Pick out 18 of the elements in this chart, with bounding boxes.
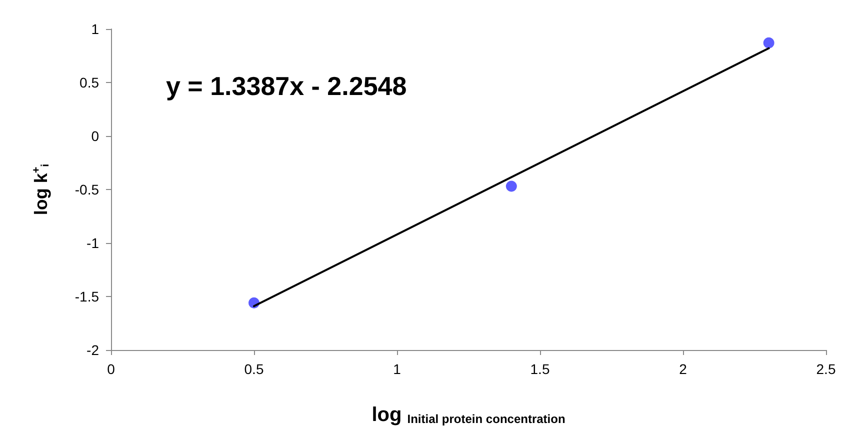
- x-tick-label: 1.5: [530, 361, 550, 377]
- y-tick-label: -1: [86, 235, 100, 251]
- x-tick-label: 0: [107, 361, 116, 377]
- x-tick-label: 2: [679, 361, 688, 377]
- y-tick-label: 0: [91, 128, 100, 144]
- x-axis-title: log Initial protein concentration: [372, 404, 566, 426]
- x-tick-label: 0.5: [244, 361, 264, 377]
- y-tick-label: 0.5: [80, 74, 100, 90]
- y-axis-title: log k+i: [30, 164, 52, 216]
- y-tick-label: 1: [91, 21, 100, 37]
- point: [763, 37, 774, 48]
- point: [506, 180, 517, 192]
- y-tick-label: -2: [86, 342, 100, 358]
- y-tick-label: -1.5: [74, 288, 100, 304]
- annotation: y = 1.3387x - 2.2548: [166, 71, 407, 101]
- x-tick-label: 2.5: [816, 361, 836, 377]
- y-tick-label: -0.5: [74, 182, 100, 198]
- x-tick-label: 1: [393, 361, 402, 377]
